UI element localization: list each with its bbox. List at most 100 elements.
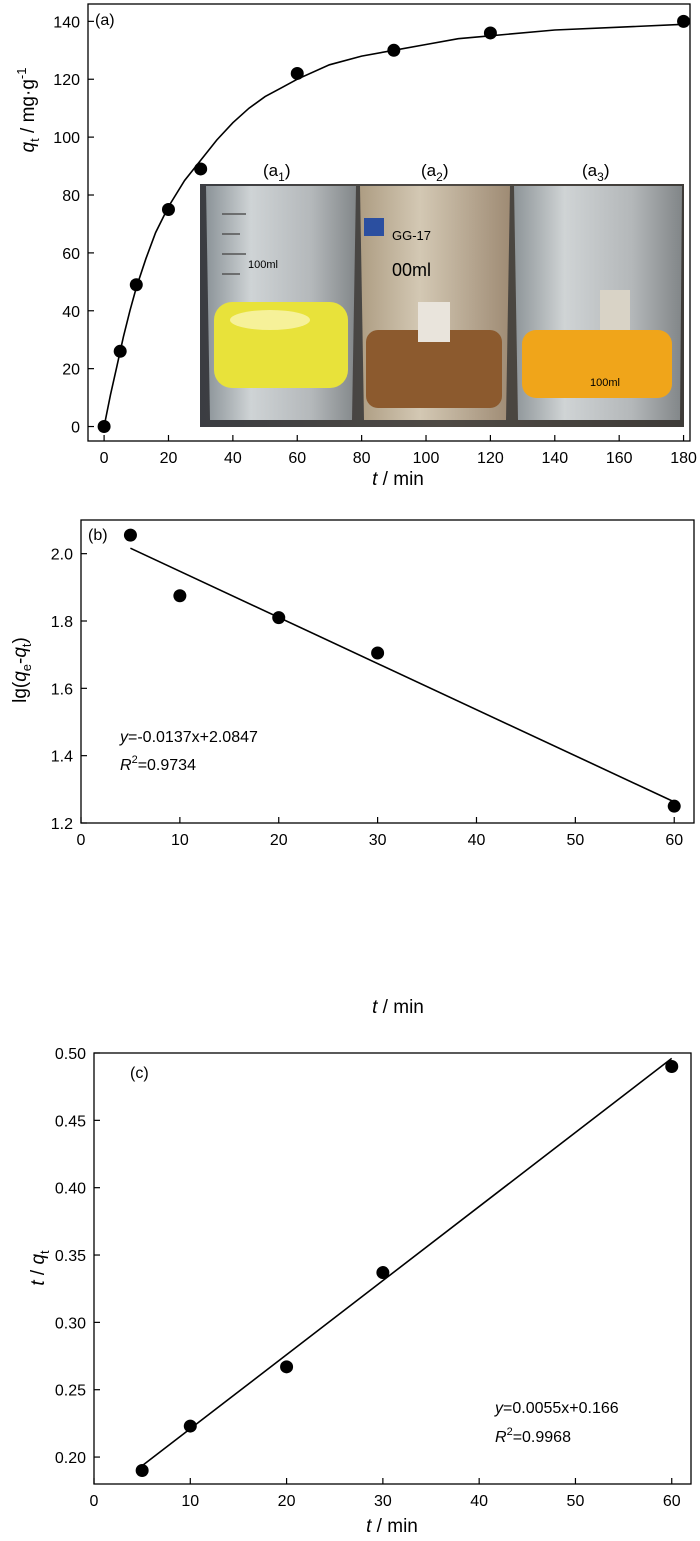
x-tick-label: 80 [353, 450, 371, 467]
chart-a-xlabel: t / min [372, 469, 424, 490]
y-tick-label: 140 [53, 14, 80, 31]
chart-c-fit-line [141, 1057, 673, 1467]
data-point [183, 1419, 197, 1433]
chart-b-panel-label: (b) [88, 527, 108, 544]
y-tick-label: 40 [62, 304, 80, 321]
beaker-a2-text-2: 00ml [392, 260, 431, 280]
x-tick-label: 50 [567, 1493, 585, 1510]
x-tick-label: 0 [100, 450, 109, 467]
data-point [376, 1266, 390, 1280]
x-tick-label: 50 [566, 832, 584, 849]
y-tick-label: 1.6 [51, 681, 73, 698]
x-tick-label: 60 [663, 1493, 681, 1510]
chart-a-panel-label: (a) [95, 12, 115, 29]
data-point [129, 278, 143, 292]
y-tick-label: 1.4 [51, 749, 73, 766]
chart-b-equation: y=-0.0137x+2.0847 [119, 729, 258, 746]
data-point [665, 1059, 679, 1073]
chart-a-points [97, 14, 691, 434]
y-tick-label: 0.45 [55, 1113, 86, 1130]
beaker-a2: GG-17 00ml [360, 186, 510, 420]
x-tick-label: 100 [413, 450, 440, 467]
y-tick-label: 100 [53, 130, 80, 147]
chart-c-panel-label: (c) [130, 1065, 149, 1082]
x-tick-label: 140 [541, 450, 568, 467]
y-tick-label: 0.40 [55, 1181, 86, 1198]
chart-a-ticks: 0 20 40 60 80 100 120 140 160 180 0 20 40 60 80 100 120 1… [53, 14, 697, 467]
data-point [135, 1464, 149, 1478]
chart-c-points [135, 1059, 679, 1478]
x-tick-label: 10 [171, 832, 189, 849]
x-tick-label: 20 [278, 1493, 296, 1510]
data-point [371, 646, 385, 660]
beaker-a3-text: 100ml [590, 377, 620, 389]
y-tick-label: 0 [71, 420, 80, 437]
chart-b-r2: R2=0.9734 [120, 754, 196, 774]
x-tick-label: 40 [224, 450, 242, 467]
photo-label-a1: (a1) [263, 161, 290, 184]
data-point [173, 589, 187, 603]
y-tick-label: 0.35 [55, 1248, 86, 1265]
x-tick-label: 30 [374, 1493, 392, 1510]
data-point [194, 162, 208, 176]
y-tick-label: 1.2 [51, 816, 73, 833]
chart-b-xlabel: t / min [372, 997, 424, 1018]
chart-a-frame [87, 3, 691, 442]
x-tick-label: 0 [77, 832, 86, 849]
chart-b-ticks: 0 10 20 30 40 50 60 1.2 1.4 1.6 1.8 2.0 [51, 547, 683, 849]
chart-c-equation: y=0.0055x+0.166 [494, 1400, 619, 1417]
chart-b-fit-line [130, 547, 675, 803]
data-point [677, 14, 691, 28]
data-point [290, 66, 304, 80]
x-tick-label: 20 [160, 450, 178, 467]
x-tick-label: 60 [288, 450, 306, 467]
chart-a-ylabel: qt / mg·g-1 [14, 68, 42, 153]
x-tick-label: 20 [270, 832, 288, 849]
data-point [387, 43, 401, 57]
chart-c-ticks: 0 10 20 30 40 50 60 0.20 0.25 0.30 0.35 0.40 0.45 0.5… [55, 1046, 681, 1510]
beaker-a2-text-1: GG-17 [392, 228, 431, 243]
y-tick-label: 0.30 [55, 1315, 86, 1332]
liquid-a3 [522, 330, 672, 398]
photo-label-a2: (a2) [421, 161, 448, 184]
data-point [667, 799, 681, 813]
y-tick-label: 0.20 [55, 1450, 86, 1467]
beaker-a3: 100ml [514, 186, 682, 420]
data-point [161, 202, 175, 216]
chart-a-fit-curve [103, 23, 684, 427]
y-tick-label: 0.25 [55, 1383, 86, 1400]
liquid-a2 [366, 330, 502, 408]
y-tick-label: 20 [62, 362, 80, 379]
y-tick-label: 80 [62, 188, 80, 205]
chart-b-ylabel: lg(qe-qt) [10, 637, 34, 703]
data-point [483, 26, 497, 40]
y-tick-label: 0.50 [55, 1046, 86, 1063]
beaker-a1-text: 100ml [248, 259, 278, 271]
x-tick-label: 0 [90, 1493, 99, 1510]
data-point [272, 611, 286, 625]
chart-c-ylabel: t / qt [28, 1250, 52, 1286]
x-tick-label: 10 [181, 1493, 199, 1510]
y-tick-label: 1.8 [51, 614, 73, 631]
y-tick-label: 2.0 [51, 547, 73, 564]
y-tick-label: 60 [62, 246, 80, 263]
inset-photo: 100ml GG-17 00ml 100ml (a1) [200, 161, 684, 427]
x-tick-label: 60 [665, 832, 683, 849]
x-tick-label: 160 [606, 450, 633, 467]
photo-label-a3: (a3) [582, 161, 609, 184]
chart-c-frame [93, 1052, 692, 1485]
x-tick-label: 30 [369, 832, 387, 849]
x-tick-label: 180 [670, 450, 697, 467]
chart-c-xlabel: t / min [366, 1516, 418, 1537]
beaker-a1: 100ml [206, 186, 356, 420]
chart-c: (c) 0 10 20 30 40 50 60 0.20 0.25 0.30 0.35 0.40 0.4… [28, 1046, 692, 1537]
data-point [97, 420, 111, 434]
y-tick-label: 120 [53, 72, 80, 89]
data-point [123, 528, 137, 542]
chart-b: (b) 0 10 20 30 40 50 60 1.2 1.4 1.6 1.8 2.0 y=-0.01… [10, 519, 695, 1018]
x-tick-label: 40 [468, 832, 486, 849]
chart-a: (a) 100ml GG-17 00ml [14, 3, 697, 490]
data-point [113, 344, 127, 358]
chart-b-frame [80, 519, 695, 824]
